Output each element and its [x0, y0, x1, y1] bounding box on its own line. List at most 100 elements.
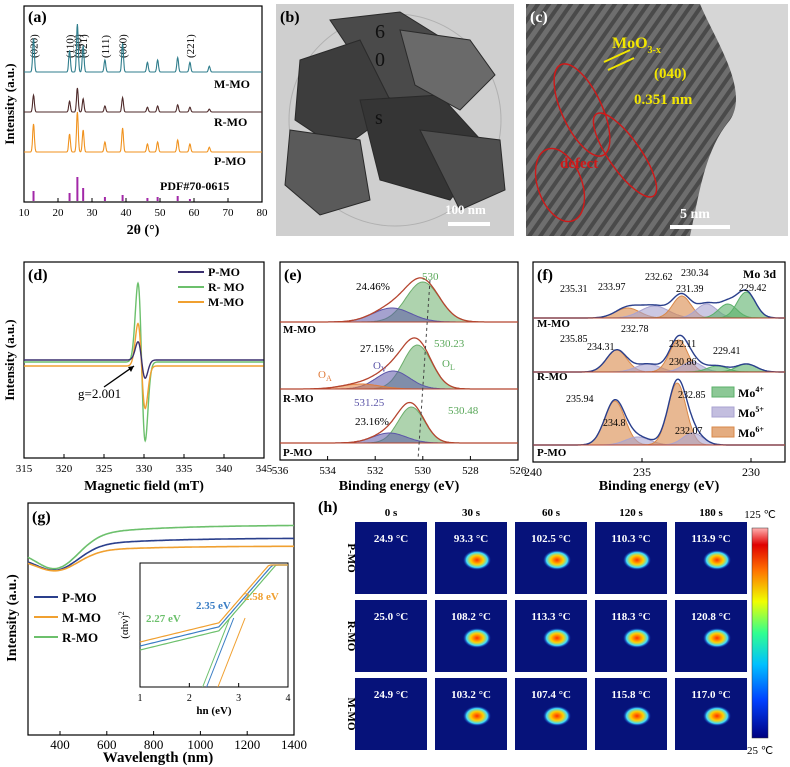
- panel-a: (a) Intensity (a.u.) 2θ (°) 10 20 30 40 50 60…: [2, 5, 268, 238]
- overlay-char-1: 6: [375, 21, 385, 43]
- peak-value: 235.85: [560, 334, 588, 345]
- thermal-image: [355, 522, 427, 594]
- e-label-p-mo: P-MO: [283, 447, 313, 459]
- temperature-label: 113.9 °C: [691, 533, 730, 545]
- peak-label: (221): [185, 34, 197, 58]
- defect-ellipse-3: [592, 112, 658, 198]
- temperature-label: 120.8 °C: [691, 611, 731, 623]
- x-tick-label: 2: [187, 693, 192, 704]
- x-tick-label: 10: [19, 207, 31, 219]
- panel-a-tag: (a): [28, 9, 47, 26]
- x-tick-label: 20: [53, 207, 65, 219]
- peak-value: 235.31: [560, 284, 588, 295]
- tauc-tangent: [206, 617, 235, 688]
- column-header: 120 s: [619, 507, 643, 519]
- e-ol-sub: L: [450, 363, 455, 372]
- thermal-colorbar: [751, 527, 769, 739]
- e-label-r-mo: R-MO: [283, 393, 314, 405]
- f-label-r-mo: R-MO: [537, 371, 568, 383]
- panel-d: (d) Intensity (a.u.) Magnetic field (mT)…: [2, 261, 273, 494]
- peak-value: 232.07: [675, 426, 703, 437]
- x-tick-label: 335: [176, 463, 193, 475]
- peak-value: 235.94: [566, 394, 594, 405]
- hot-spot: [703, 550, 731, 570]
- panel-e-xticks: 536 534 532 530 528 526: [272, 456, 527, 477]
- hot-spot: [463, 628, 491, 648]
- hot-spot: [623, 706, 651, 726]
- legend-label: Mo4+: [738, 385, 764, 400]
- peak-label: (060): [118, 34, 130, 58]
- uv-curve-r-mo: [27, 524, 294, 570]
- peak-label: (110): [65, 34, 77, 58]
- x-tick-label: 800: [144, 737, 164, 752]
- panel-f-xps-curves: [533, 289, 785, 446]
- lattice-marker-1: [603, 49, 631, 63]
- temperature-label: 110.3 °C: [611, 533, 650, 545]
- panel-e-xlabel: Binding energy (eV): [339, 479, 460, 494]
- x-tick-label: 4: [286, 693, 291, 704]
- xrd-reference-sticks: [32, 177, 191, 201]
- legend-label: M-MO: [62, 610, 101, 625]
- peak-value: 229.41: [713, 346, 741, 357]
- panel-f-tag: (f): [537, 267, 553, 284]
- x-tick-label: 1: [138, 693, 143, 704]
- hot-spot: [623, 628, 651, 648]
- panel-e-frame: [279, 261, 519, 461]
- x-tick-label: 240: [524, 465, 542, 479]
- panel-c-scalebar: [670, 225, 730, 229]
- x-tick-label: 600: [97, 737, 117, 752]
- defect-label: defect: [560, 156, 598, 172]
- defect-ellipse-2: [534, 147, 586, 223]
- hot-spot: [703, 706, 731, 726]
- x-tick-label: 3: [236, 693, 241, 704]
- tauc-tangent: [202, 617, 231, 688]
- panel-b: (b) 6 0 s 100 nm: [276, 4, 514, 236]
- f-label-m-mo: M-MO: [537, 318, 570, 330]
- peak-value: 232.11: [669, 339, 696, 350]
- panel-a-xticks: 10 20 30 40 50 60 70 80: [19, 198, 268, 219]
- xrd-curve-p-mo: [24, 111, 262, 153]
- e-label-m-mo: M-MO: [283, 324, 316, 336]
- uv-curve-m-mo: [27, 545, 294, 572]
- panel-b-tag: (b): [280, 9, 300, 26]
- panel-g: (g) Intensity (a.u.) Wavelength (nm) 400…: [5, 502, 307, 766]
- row-label: P-MO: [345, 543, 357, 573]
- gap-p-mo: 2.35 eV: [196, 600, 231, 612]
- tauc-inset-frame: [139, 562, 289, 688]
- panel-b-scalebar-label: 100 nm: [445, 202, 486, 217]
- column-header: 60 s: [542, 507, 561, 519]
- x-tick-label: 50: [155, 207, 167, 219]
- temperature-label: 25.0 °C: [374, 611, 408, 623]
- row-label: M-MO: [345, 698, 357, 731]
- xrd-curve-r-mo: [24, 87, 262, 113]
- panel-d-ylabel: Intensity (a.u.): [2, 319, 17, 400]
- legend-label: R-MO: [62, 630, 98, 645]
- x-tick-label: 400: [50, 737, 70, 752]
- panel-a-frame: [23, 5, 263, 203]
- temperature-label: 118.3 °C: [611, 611, 650, 623]
- panel-g-tag: (g): [32, 509, 51, 526]
- panel-e: (e) Binding energy (eV) 536 534 532 530 528 5…: [272, 261, 527, 494]
- temperature-label: 103.2 °C: [451, 689, 491, 701]
- epr-curve-p-mo: [24, 341, 264, 379]
- legend-label: M-MO: [208, 295, 244, 309]
- x-tick-label: 534: [319, 465, 336, 477]
- panel-e-guide-line: [417, 279, 431, 461]
- panel-h: (h) 0 s 30 s 60 s 120 s 180 s P-MO R-MO M-MO 24.…: [318, 499, 776, 757]
- x-tick-label: 1400: [281, 737, 307, 752]
- legend-swatch: [711, 406, 735, 418]
- overlay-char-2: 0: [375, 49, 385, 71]
- column-header: 0 s: [385, 507, 398, 519]
- xrd-curve-m-mo: [24, 23, 262, 73]
- x-tick-label: 1200: [234, 737, 260, 752]
- e-m-peak: 530: [422, 271, 439, 283]
- colorbar-max: 125 ℃: [744, 509, 776, 521]
- g-label: g=2.001: [78, 386, 121, 401]
- hot-spot: [703, 628, 731, 648]
- e-p-peak: 530.48: [448, 405, 479, 417]
- defect-ellipse-1: [553, 63, 611, 157]
- e-r-peak: 530.23: [434, 338, 465, 350]
- peak-value: 233.97: [598, 282, 626, 293]
- temperature-label: 108.2 °C: [451, 611, 491, 623]
- x-tick-label: 320: [56, 463, 73, 475]
